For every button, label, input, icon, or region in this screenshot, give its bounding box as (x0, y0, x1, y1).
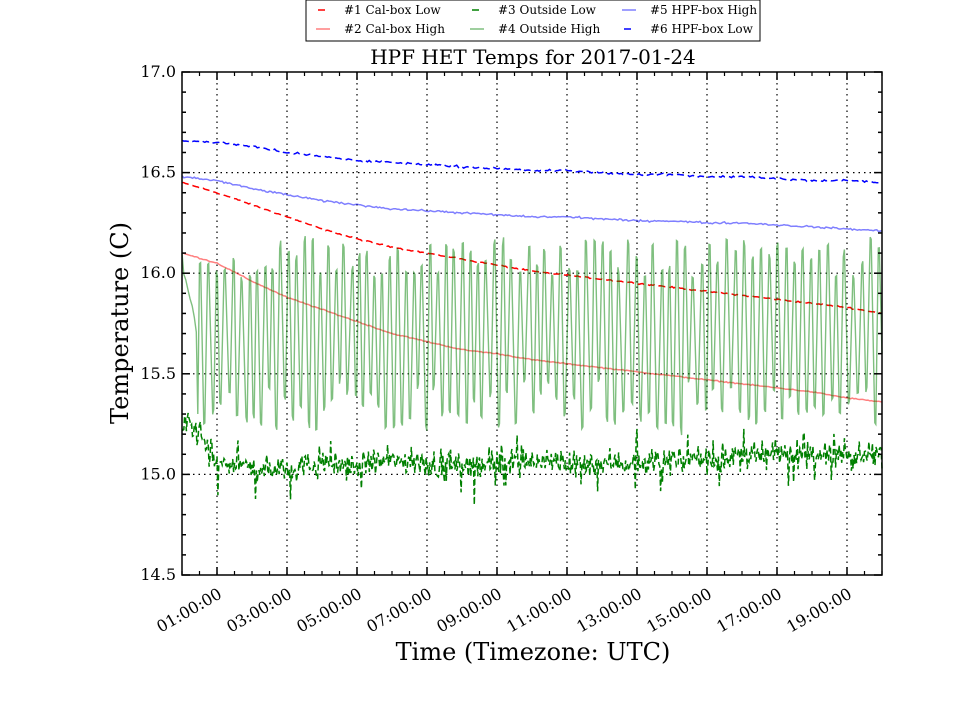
legend: #1 Cal-box Low #2 Cal-box High #3 Outside … (305, 0, 761, 42)
y-tick-label: 16.5 (140, 163, 176, 182)
chart-title: HPF HET Temps for 2017-01-24 (370, 45, 696, 69)
x-axis-label: Time (Timezone: UTC) (396, 638, 671, 666)
y-tick-label: 16.0 (140, 263, 176, 282)
y-tick-label: 14.5 (140, 565, 176, 584)
y-axis-label: Temperature (C) (106, 222, 134, 424)
series-line-6 (181, 139, 883, 184)
series-group (181, 139, 883, 505)
ticks (181, 71, 883, 576)
legend-label-4: #4 Outside High (498, 22, 600, 36)
grid (182, 72, 882, 575)
legend-label-3: #3 Outside Low (498, 3, 597, 17)
legend-box (305, 0, 761, 42)
y-tick-label: 15.5 (140, 364, 176, 383)
legend-label-1: #1 Cal-box Low (344, 3, 441, 17)
legend-label-2: #2 Cal-box High (344, 22, 445, 36)
y-tick-label: 17.0 (140, 62, 176, 81)
y-tick-label: 15.0 (140, 464, 176, 483)
legend-label-6: #6 HPF-box Low (650, 22, 754, 36)
series-line-5 (181, 175, 883, 233)
series-line-4 (181, 235, 883, 436)
y-tick-labels: 14.5 15.0 15.5 16.0 16.5 17.0 (140, 62, 176, 584)
legend-label-5: #5 HPF-box High (650, 3, 757, 17)
series-line-3 (181, 412, 883, 505)
series-line-1 (182, 181, 883, 315)
